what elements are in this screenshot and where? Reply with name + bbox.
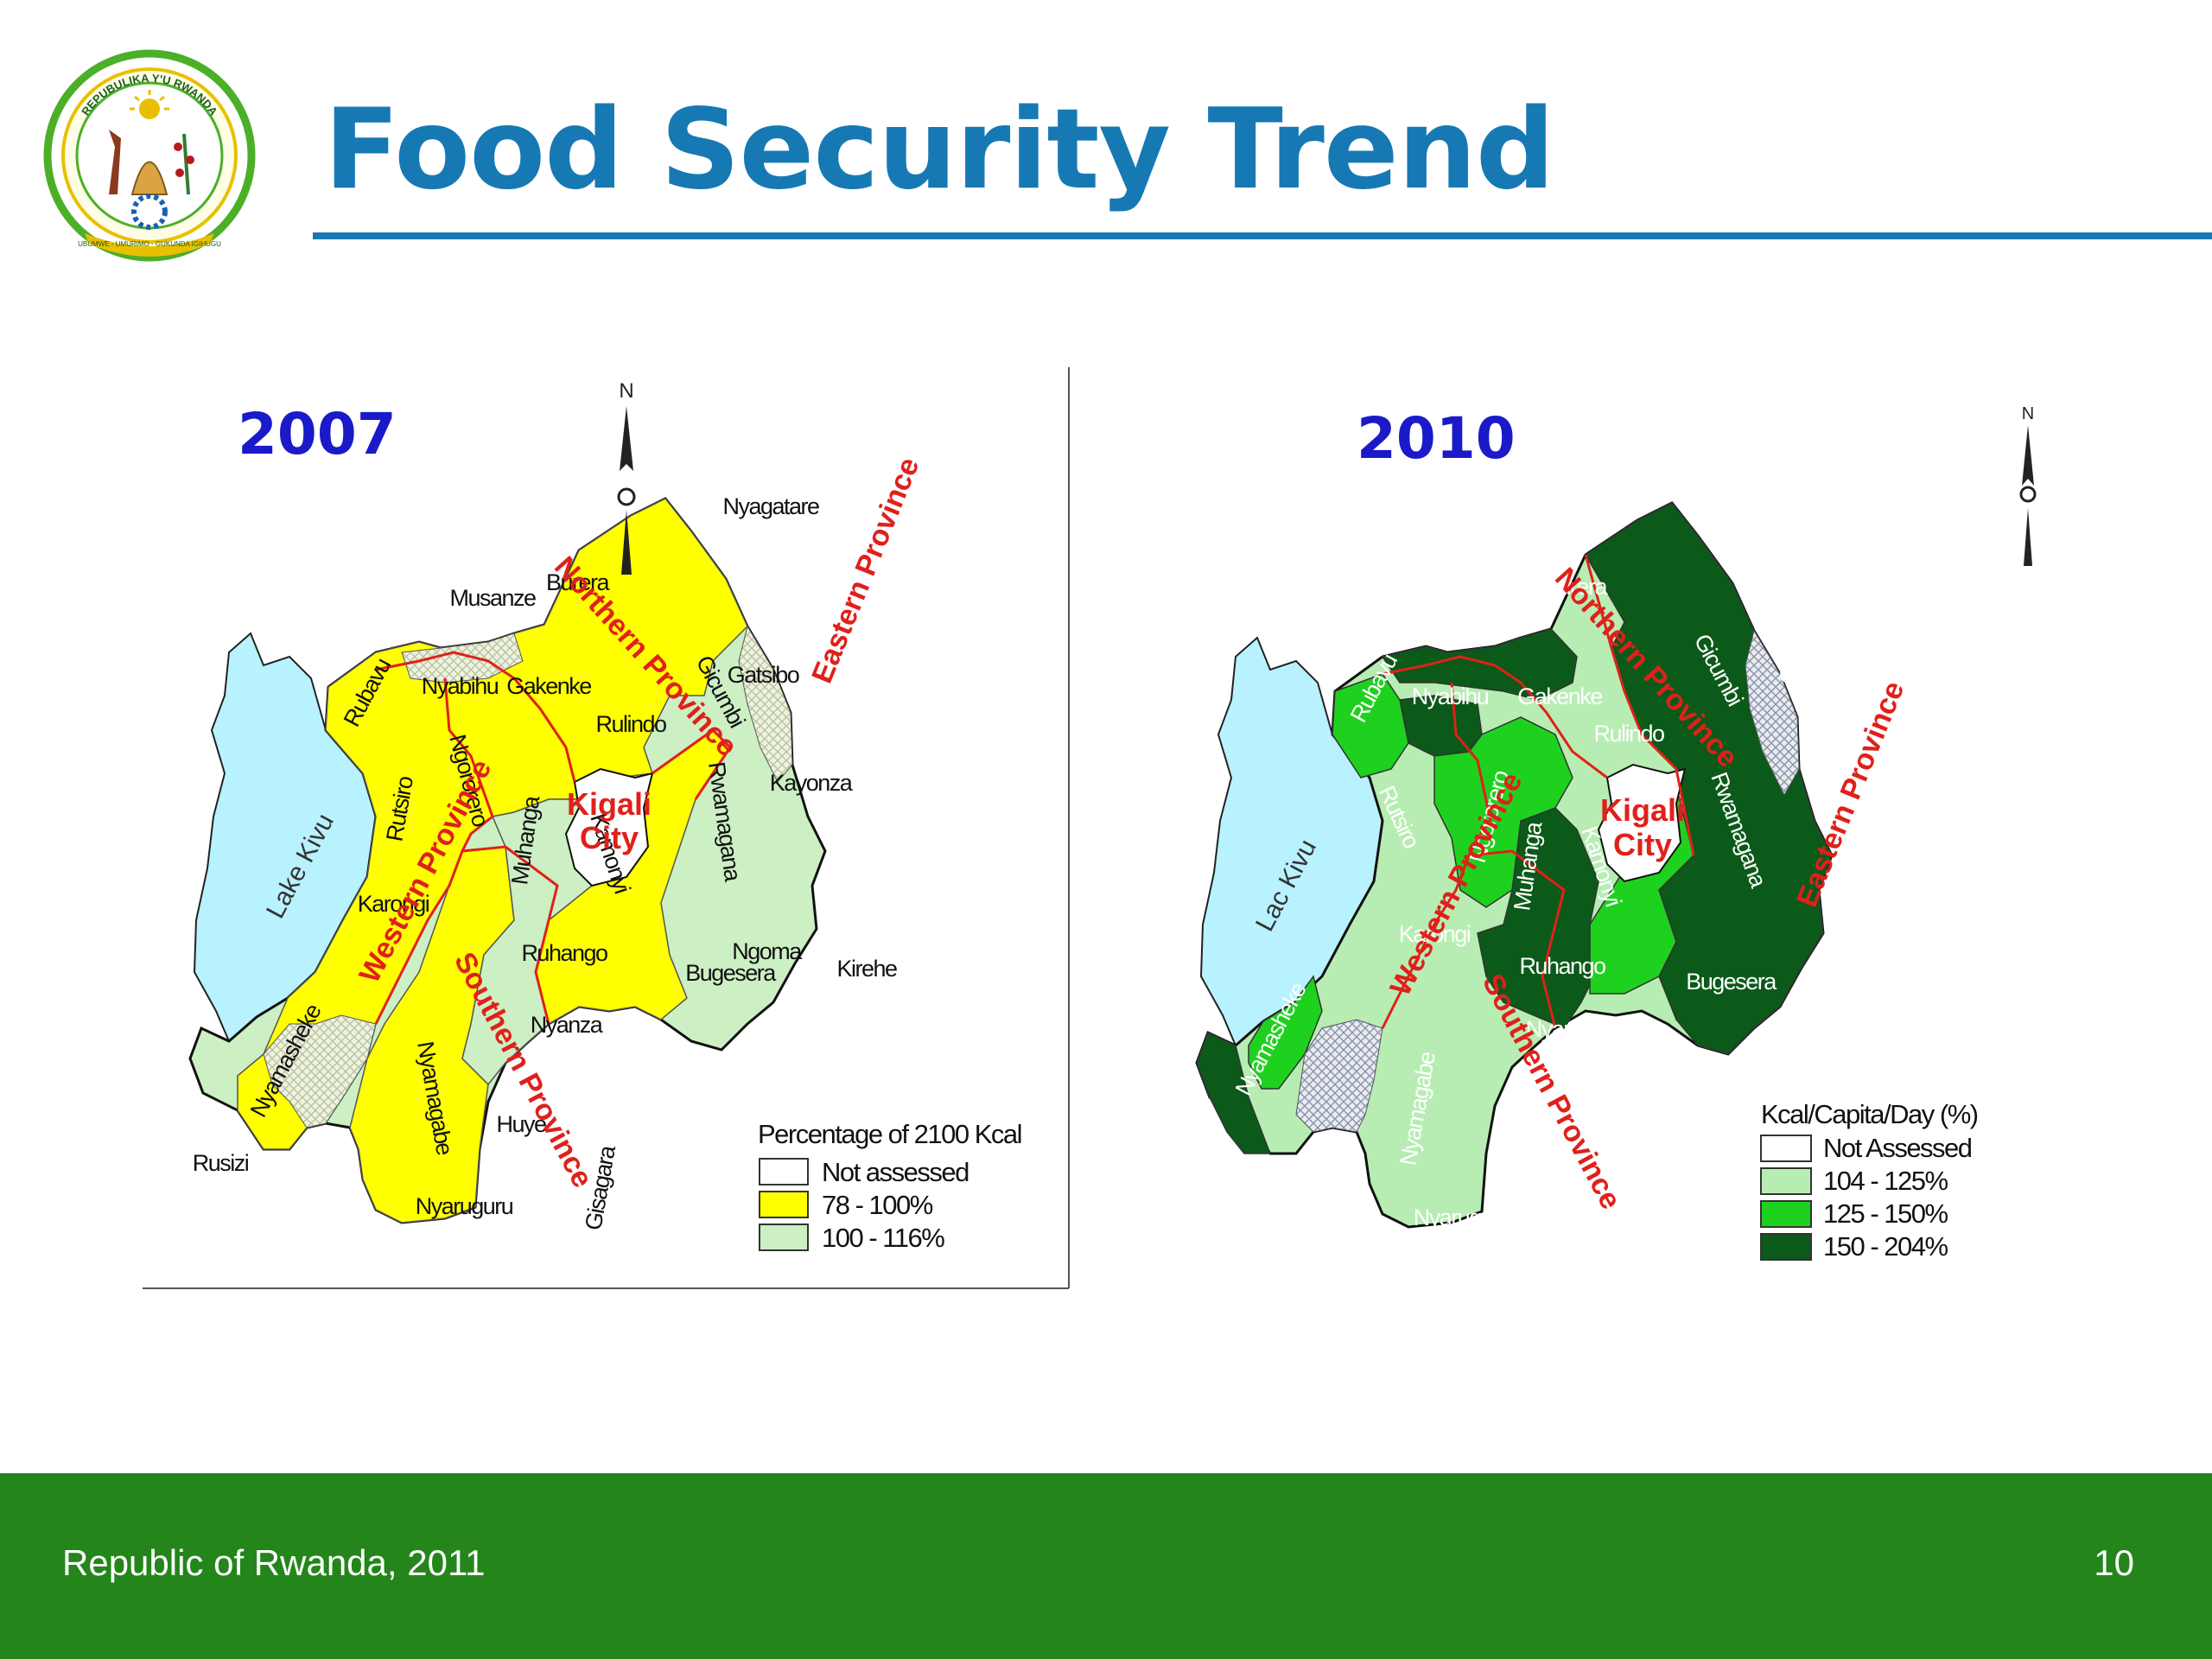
district-label-ngoma: Ngoma [1836,947,1907,973]
district-label-nyabihu: Nyabihu [1412,683,1489,709]
district-label-kirehe: Kirehe [836,956,897,982]
district-label-musanze: Musanze [1447,589,1534,615]
district-label-nyabihu: Nyabihu [422,673,499,699]
legend-2010-swatch-not-assessed [1760,1135,1812,1162]
legend-2010-label-bright: 125 - 150% [1823,1198,1948,1229]
district-label-ngoma: Ngoma [732,938,803,964]
compass-2010: N [2019,404,2037,566]
district-label-gakenke: Gakenke [1517,683,1602,709]
kigali-city-area [564,767,654,887]
city-label-kigali: Kigali [567,786,652,822]
city-label-city: City [1613,827,1672,862]
district-label-nyaruguru: Nyaruguru [416,1193,513,1219]
region-bright-nyamasheke [1248,975,1323,1090]
region-dark-rusizi [1196,1031,1272,1154]
district-label-nyanza: Nyanza [531,1012,604,1038]
province-borders [1381,554,1695,1029]
area-hatched-nyungwe [1295,1019,1383,1133]
district-label-nyanza: Nyanza [1526,1016,1599,1042]
district-label-nyagatare: Nyagatare [722,493,819,519]
district-label-gatsibo: Gatsibo [728,662,799,688]
district-label-rusizi: Rusizi [1186,1150,1243,1176]
legend-2007-swatch-green [759,1224,809,1251]
district-label-huye: Huye [1493,1120,1543,1146]
map-2010-year: 2010 [1357,405,1516,472]
map-2007-year: 2007 [238,401,397,467]
legend-2010-label-dark: 150 - 204% [1823,1231,1948,1262]
district-label-rusizi: Rusizi [193,1150,249,1176]
slide-title: Food Security Trend [324,86,1554,214]
district-label-bugesera: Bugesera [1686,969,1777,995]
region-dark-kamonyi-ruhango [1477,807,1599,1029]
legend-2010-label-not-assessed: Not Assessed [1823,1133,1972,1163]
legend-2007-swatch-not-assessed [759,1158,809,1185]
legend-2010: Kcal/Capita/Day (%) Not Assessed 104 - 1… [1760,1099,1979,1262]
region-bright-west-north [1332,673,1409,779]
kigali-city-area [1597,763,1687,883]
district-label-burera: Burera [546,569,611,595]
district-label-gatsibo: Gatsibo [1779,662,1851,688]
district-label-ruhango: Ruhango [521,940,607,966]
district-label-gakenke: Gakenke [506,673,591,699]
district-label-nyagatare: Nyagatare [1777,506,1873,532]
page-number: 10 [2094,1542,2134,1583]
legend-2007-label-green: 100 - 116% [822,1223,944,1253]
footer-bar: Republic of Rwanda, 2011 10 [0,1473,2212,1659]
district-label-nyaruguru: Nyaruguru [1414,1205,1511,1230]
district-label-kayonza: Kayonza [770,770,854,796]
region-dark-north [1381,628,1578,701]
district-label-kayonza: Kayonza [1840,781,1923,807]
legend-2007-label-yellow: 78 - 100% [822,1190,933,1220]
legend-2007: Percentage of 2100 Kcal Not assessed 78 … [758,1119,1023,1253]
footer-text: Republic of Rwanda, 2011 [62,1542,486,1583]
area-hatched-akagera [738,625,793,783]
map-2007: 2007 N Lake Kivu Nyagatare Burera Musanz… [143,367,1070,1289]
area-hatched-akagera [1745,629,1800,797]
district-label-ruhango: Ruhango [1519,953,1605,979]
legend-2010-swatch-dark [1760,1233,1812,1261]
rwanda-seal-emblem: REPUBULIKA Y'U RWANDA UBUMWE - UMURIMO -… [43,49,256,262]
district-label-musanze: Musanze [449,585,536,611]
legend-2010-swatch-bright [1760,1200,1812,1228]
district-label-rulindo: Rulindo [1593,721,1664,747]
map-2010: 2010 N Lac Kivu Nyagatare Burera Musanze… [1186,404,2037,1262]
compass-2007: N [617,379,636,575]
district-label-karongi: Karongi [358,891,429,917]
district-label-burera: Burera [1544,574,1609,600]
legend-2010-swatch-light [1760,1167,1812,1195]
district-label-karongi: Karongi [1399,921,1471,947]
district-label-bugesera: Bugesera [685,960,777,986]
legend-2007-swatch-yellow [759,1191,809,1218]
legend-2010-label-light: 104 - 125% [1823,1166,1948,1196]
area-hatched-volcanoes [401,632,524,683]
city-label-city: City [580,820,639,855]
city-label-kigali: Kigali [1600,792,1685,828]
region-bright-gakenke-ngororero [1433,716,1573,908]
province-borders [374,651,732,1025]
legend-2007-title: Percentage of 2100 Kcal [758,1119,1021,1149]
legend-2010-title: Kcal/Capita/Day (%) [1761,1099,1978,1129]
district-label-rulindo: Rulindo [595,711,666,737]
compass-north-label: N [619,379,633,403]
district-label-huye: Huye [496,1111,546,1137]
legend-2007-label-not-assessed: Not assessed [822,1157,969,1187]
compass-north-label: N [2022,404,2034,423]
province-label-eastern: Eastern Province [805,453,925,688]
title-rule [313,232,2212,239]
area-hatched-nyungwe [263,1014,377,1128]
district-label-kirehe: Kirehe [1938,960,1999,986]
seal-motto: UBUMWE - UMURIMO - GUKUNDA IGIHUGU [78,240,221,248]
